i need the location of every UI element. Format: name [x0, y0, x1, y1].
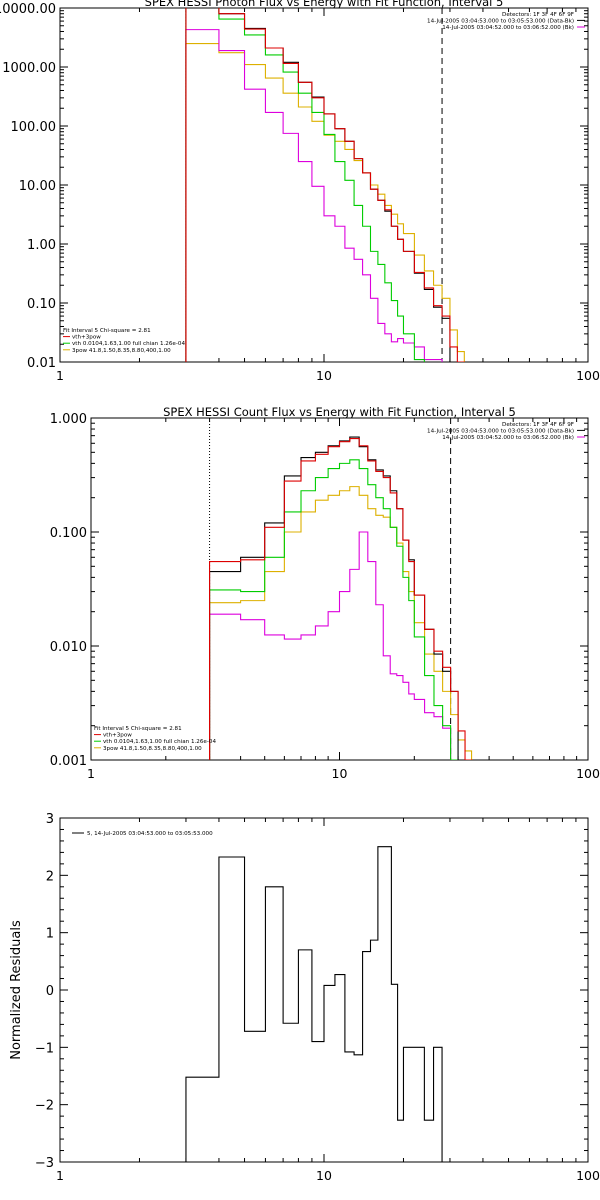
legend-entry: Fit Interval 5 Chi-square = 2.81: [94, 726, 182, 732]
y-tick-label: 1.000: [50, 412, 87, 427]
legend-entry: vth+3pow: [103, 733, 132, 739]
y-ticks: [60, 7, 588, 363]
chart-title: SPEX HESSI Count Flux vs Energy with Fit…: [163, 405, 516, 419]
legend-entry: 3pow 41.8,1.50,8.35,8.80,400,1.00: [72, 348, 171, 354]
header-info-line: 14-Jul-2005 03:04:52.000 to 03:06:52.000…: [442, 435, 574, 441]
x-tick-label: 1: [56, 368, 64, 383]
series-bk-line: [185, 29, 443, 362]
series-data-line: [185, 846, 443, 1162]
y-tick-label: 1000.00: [2, 61, 56, 76]
x-tick-label: 1: [56, 1168, 64, 1183]
x-tick-label: 10: [316, 368, 332, 383]
legend-entry: 5, 14-Jul-2005 03:04:53.000 to 03:05:53.…: [87, 831, 213, 837]
x-tick-label: 1: [87, 766, 95, 781]
y-tick-label: 2: [46, 869, 54, 884]
series-vth-line: [209, 459, 459, 760]
series-bk-line: [209, 531, 452, 760]
header-info-line: 14-Jul-2005 03:04:52.000 to 03:06:52.000…: [442, 25, 574, 31]
x-tick-label: 10: [316, 1168, 332, 1183]
y-ticks: [60, 817, 588, 1163]
series-total-line: [209, 438, 473, 760]
y-ticks: [91, 417, 588, 761]
series-data-line: [185, 8, 451, 362]
y-tick-label: −1: [35, 1041, 54, 1056]
legend-entry: 3pow 41.8,1.50,8.35,8.80,400,1.00: [103, 746, 202, 752]
header-info-line: Detectors: 1F 3F 4F 6F 9F: [502, 12, 574, 18]
x-tick-label: 100: [576, 766, 600, 781]
chart-title: SPEX HESSI Photon Flux vs Energy with Fi…: [145, 0, 504, 9]
legend-entry: Fit Interval 5 Chi-square = 2.81: [63, 328, 151, 334]
y-tick-label: 10.00: [19, 179, 56, 194]
plot-area: [185, 8, 465, 362]
header-info-line: Detectors: 1F 3F 4F 6F 9F: [502, 422, 574, 428]
plot-area: [185, 846, 443, 1162]
legend-entry: vth+3pow: [72, 335, 101, 341]
y-tick-label: 1.00: [27, 238, 56, 253]
series-data-line: [209, 436, 459, 760]
y-tick-label: 100.00: [11, 120, 57, 135]
series-pow-line: [209, 486, 473, 760]
legend-entry: vth 0.0104,1.63,1.00 full chian 1.26e-04: [72, 341, 185, 347]
y-tick-label: 0.100: [50, 526, 87, 541]
y-tick-label: 0.01: [27, 356, 56, 371]
header-info-line: 14-Jul-2005 03:04:53.000 to 03:05:53.000…: [427, 19, 574, 25]
chart-3: 1 10 100 −3 −2 −1 0 1 2 3 Normalized Residuals 5, 1…: [9, 812, 600, 1183]
y-tick-label: −2: [35, 1099, 54, 1114]
x-ticks: [90, 418, 589, 760]
x-tick-label: 100: [576, 368, 600, 383]
y-tick-label: 0.010: [50, 640, 87, 655]
chart-2: SPEX HESSI Count Flux vs Energy with Fit…: [50, 405, 600, 781]
y-axis-label: Normalized Residuals: [9, 920, 24, 1060]
chart-1: SPEX HESSI Photon Flux vs Energy with Fi…: [0, 0, 600, 383]
y-tick-label: −3: [35, 1156, 54, 1171]
x-tick-label: 10: [332, 766, 348, 781]
plot-frame: [90, 417, 589, 761]
y-tick-label: 10000.00: [0, 2, 56, 17]
y-tick-label: 0: [46, 984, 54, 999]
x-ticks: [59, 818, 589, 1162]
y-tick-label: 3: [46, 812, 54, 827]
plot-area: [209, 418, 473, 760]
series-total-line: [185, 8, 465, 362]
header-info-line: 14-Jul-2005 03:04:53.000 to 03:05:53.000…: [427, 429, 574, 435]
series-vth-line: [185, 8, 425, 362]
x-tick-label: 100: [576, 1168, 600, 1183]
y-tick-label: 1: [46, 927, 54, 942]
plot-frame: [59, 7, 589, 363]
y-tick-label: 0.10: [27, 297, 56, 312]
y-tick-label: 0.001: [50, 754, 87, 769]
series-pow-line: [185, 42, 465, 362]
x-ticks: [59, 8, 589, 362]
legend-entry: vth 0.0104,1.63,1.00 full chian 1.26e-04: [103, 739, 216, 745]
